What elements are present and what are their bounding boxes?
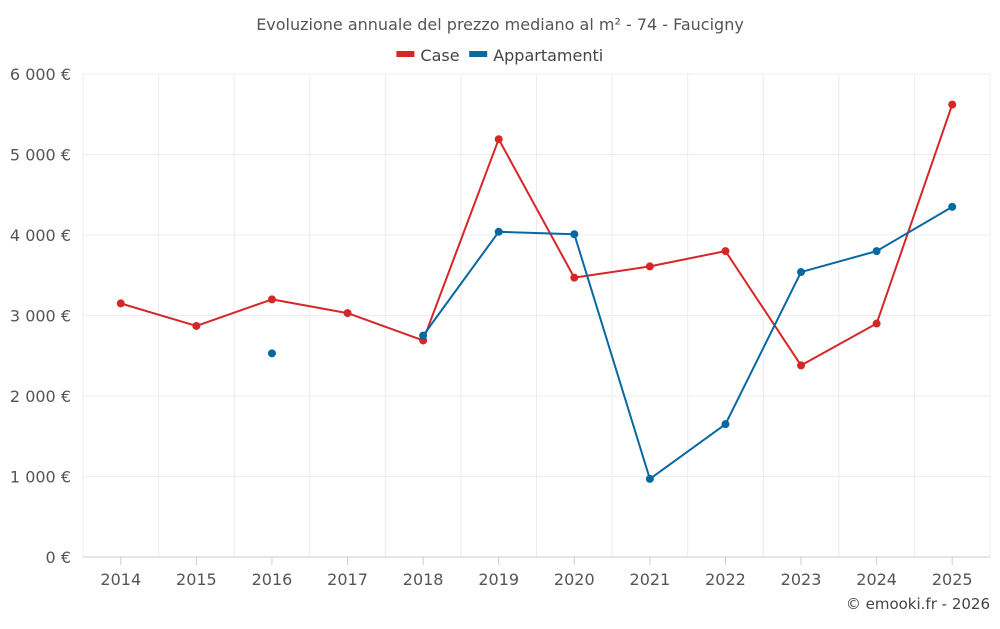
- legend-label-case: Case: [420, 46, 459, 65]
- data-point-case: [721, 247, 730, 256]
- data-point-appartamenti: [721, 420, 730, 429]
- data-point-appartamenti: [797, 268, 806, 277]
- credit-label: © emooki.fr - 2026: [846, 595, 990, 613]
- data-point-appartamenti: [948, 202, 957, 211]
- x-tick-label: 2017: [327, 570, 368, 589]
- chart-title: Evoluzione annuale del prezzo mediano al…: [256, 15, 744, 34]
- y-tick-label: 0 €: [46, 548, 71, 567]
- series-line-case: [120, 104, 954, 367]
- data-point-case: [494, 135, 503, 144]
- data-point-case: [948, 100, 957, 109]
- series-lines: [120, 104, 954, 480]
- x-tick-label: 2020: [554, 570, 595, 589]
- data-point-case: [570, 273, 579, 282]
- data-point-case: [116, 299, 125, 308]
- data-point-case: [343, 309, 352, 318]
- x-tick-label: 2024: [856, 570, 897, 589]
- data-point-appartamenti: [419, 331, 428, 340]
- x-tick-label: 2023: [781, 570, 822, 589]
- data-point-appartamenti: [645, 474, 654, 483]
- data-point-case: [797, 361, 806, 370]
- data-point-appartamenti: [570, 230, 579, 239]
- data-point-case: [192, 321, 201, 330]
- data-point-case: [872, 319, 881, 328]
- data-point-appartamenti: [494, 227, 503, 236]
- x-tick-label: 2022: [705, 570, 746, 589]
- y-tick-label: 1 000 €: [10, 468, 71, 487]
- x-tick-label: 2019: [478, 570, 519, 589]
- y-tick-label: 5 000 €: [10, 146, 71, 165]
- y-tick-label: 6 000 €: [10, 65, 71, 84]
- y-tick-label: 3 000 €: [10, 307, 71, 326]
- y-tick-label: 2 000 €: [10, 387, 71, 406]
- y-tick-label: 4 000 €: [10, 226, 71, 245]
- legend-swatch-appartamenti: [469, 51, 488, 57]
- axes: 0 € 1 000 € 2 000 € 3 000 € 4 000 € 5 000 € 6 …: [10, 65, 990, 589]
- data-points: [116, 100, 957, 483]
- x-tick-label: 2014: [100, 570, 141, 589]
- data-point-case: [645, 262, 654, 271]
- grid-lines: [82, 73, 991, 557]
- data-point-appartamenti: [267, 349, 276, 358]
- legend-swatch-case: [396, 51, 415, 57]
- x-tick-label: 2025: [932, 570, 973, 589]
- x-tick-label: 2018: [403, 570, 444, 589]
- legend: Case Appartamenti: [396, 46, 603, 65]
- x-tick-label: 2021: [630, 570, 671, 589]
- x-tick-label: 2015: [176, 570, 217, 589]
- data-point-appartamenti: [872, 247, 881, 256]
- series-line-appartamenti: [422, 205, 953, 480]
- data-point-case: [267, 295, 276, 304]
- legend-label-appartamenti: Appartamenti: [493, 46, 603, 65]
- x-tick-label: 2016: [252, 570, 293, 589]
